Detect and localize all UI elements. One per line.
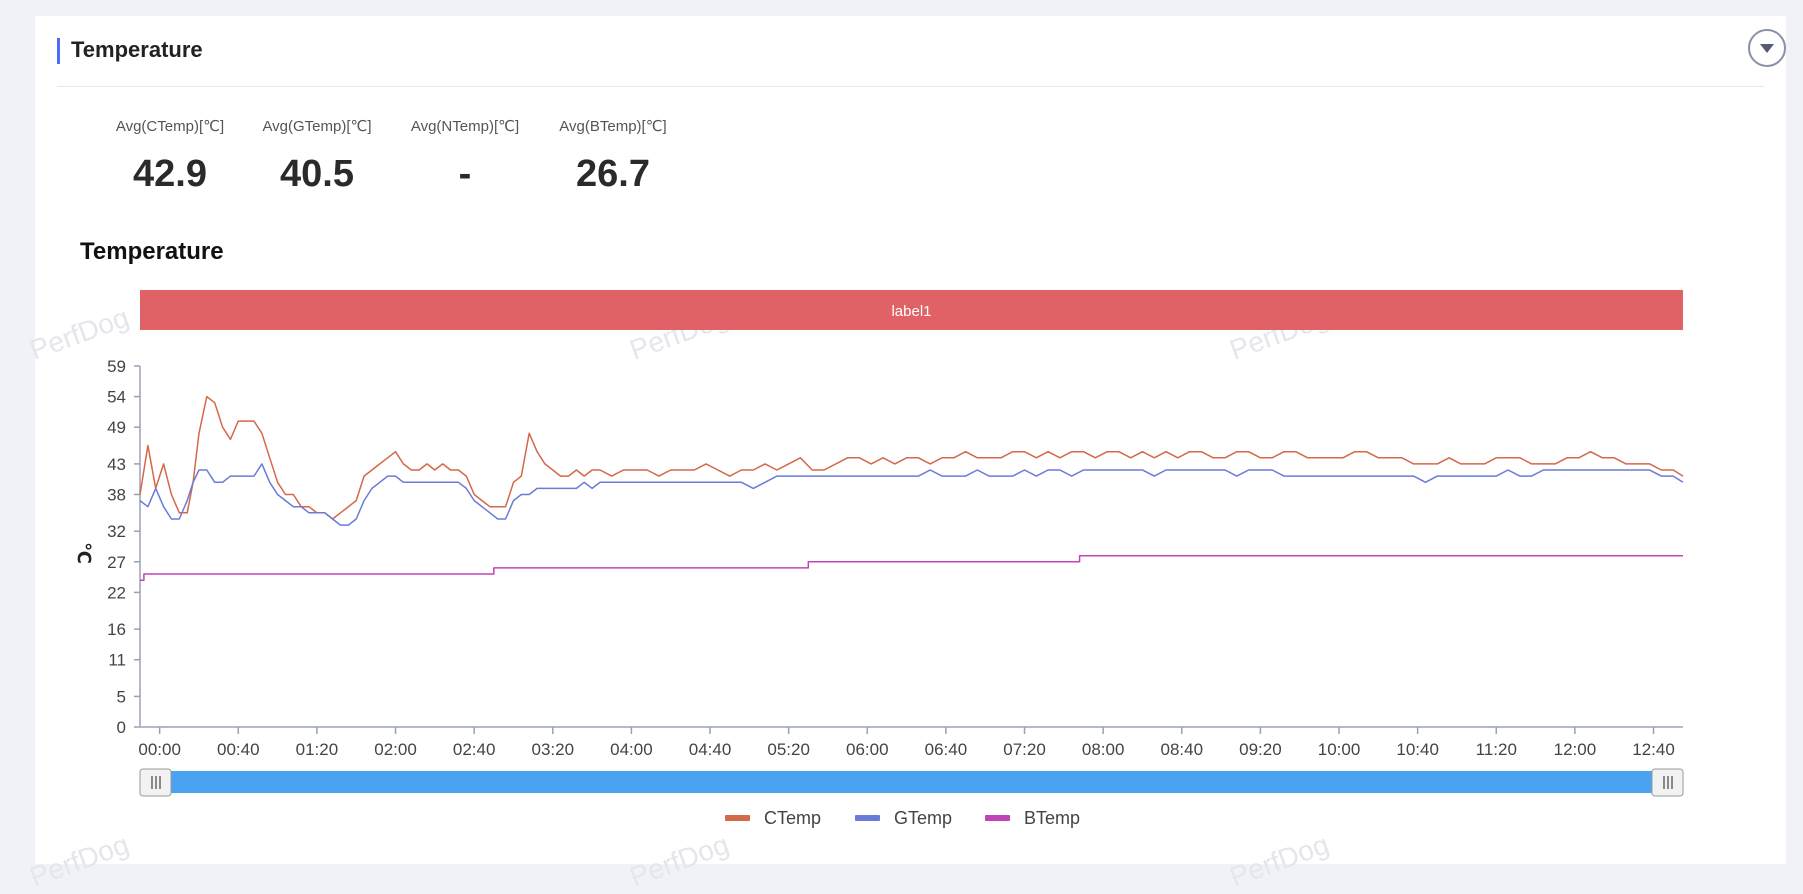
x-tick-label: 01:20 bbox=[296, 740, 339, 759]
x-tick-label: 12:40 bbox=[1632, 740, 1675, 759]
stat-label: Avg(BTemp)[℃] bbox=[559, 118, 667, 135]
collapse-toggle-button[interactable] bbox=[1748, 29, 1786, 67]
y-tick-label: 27 bbox=[107, 553, 126, 572]
panel-header: Temperature bbox=[57, 16, 1786, 87]
event-label-text: label1 bbox=[891, 303, 931, 320]
y-tick-label: 16 bbox=[107, 620, 126, 639]
y-tick-label: 5 bbox=[117, 687, 126, 706]
x-tick-label: 02:00 bbox=[374, 740, 417, 759]
stat-btemp: Avg(BTemp)[℃] 26.7 bbox=[538, 117, 688, 196]
x-tick-label: 09:20 bbox=[1239, 740, 1282, 759]
y-tick-label: 11 bbox=[108, 651, 126, 670]
legend-label-btemp: BTemp bbox=[1024, 808, 1080, 828]
stat-value: 40.5 bbox=[280, 153, 354, 195]
panel-title: Temperature bbox=[71, 37, 203, 62]
stat-value: 42.9 bbox=[133, 153, 207, 195]
x-tick-label: 06:40 bbox=[925, 740, 968, 759]
y-tick-label: 43 bbox=[107, 455, 126, 474]
x-tick-label: 02:40 bbox=[453, 740, 496, 759]
x-tick-label: 10:40 bbox=[1396, 740, 1439, 759]
stat-label: Avg(GTemp)[℃] bbox=[262, 118, 372, 135]
x-tick-label: 12:00 bbox=[1554, 740, 1597, 759]
x-tick-label: 04:00 bbox=[610, 740, 653, 759]
chart-title: Temperature bbox=[80, 238, 224, 265]
y-tick-label: 32 bbox=[107, 522, 126, 541]
x-tick-label: 00:40 bbox=[217, 740, 260, 759]
stat-label: Avg(NTemp)[℃] bbox=[410, 118, 520, 135]
stat-ntemp: Avg(NTemp)[℃] - bbox=[390, 117, 540, 196]
legend-label-ctemp: CTemp bbox=[764, 808, 821, 828]
legend-swatch-gtemp[interactable] bbox=[855, 815, 880, 821]
y-tick-label: 38 bbox=[107, 485, 126, 504]
x-tick-label: 05:20 bbox=[767, 740, 810, 759]
x-tick-label: 03:20 bbox=[532, 740, 575, 759]
zoom-slider-track[interactable] bbox=[148, 771, 1675, 793]
series-line-gtemp bbox=[139, 463, 1684, 526]
x-tick-label: 06:00 bbox=[846, 740, 889, 759]
stat-ctemp: Avg(CTemp)[℃] 42.9 bbox=[95, 117, 245, 196]
x-tick-label: 00:00 bbox=[138, 740, 181, 759]
legend-swatch-btemp[interactable] bbox=[985, 815, 1010, 821]
y-tick-label: 0 bbox=[117, 718, 126, 737]
x-tick-label: 08:40 bbox=[1160, 740, 1203, 759]
stat-label: Avg(CTemp)[℃] bbox=[115, 118, 225, 135]
stat-value: - bbox=[458, 153, 472, 195]
x-tick-label: 10:00 bbox=[1318, 740, 1361, 759]
stat-gtemp: Avg(GTemp)[℃] 40.5 bbox=[242, 117, 392, 196]
temperature-panel: Temperature Avg(CTemp)[℃] 42.9 Avg(GTemp… bbox=[35, 16, 1786, 864]
y-tick-label: 49 bbox=[107, 418, 126, 437]
y-tick-label: 54 bbox=[107, 388, 126, 407]
y-tick-label: 22 bbox=[107, 583, 126, 602]
series-line-btemp bbox=[140, 554, 1683, 581]
x-tick-label: 07:20 bbox=[1003, 740, 1046, 759]
legend-swatch-ctemp[interactable] bbox=[725, 815, 750, 821]
series-line-ctemp bbox=[139, 395, 1684, 520]
title-accent-bar bbox=[57, 38, 60, 64]
caret-down-icon bbox=[1760, 44, 1774, 53]
temperature-chart: label1 0 5 11 16 22 27 32 38 43 49 54 59 ℃ 00:00 00:40 0… bbox=[74, 290, 1684, 828]
legend-label-gtemp: GTemp bbox=[894, 808, 952, 828]
x-tick-label: 04:40 bbox=[689, 740, 732, 759]
x-tick-label: 08:00 bbox=[1082, 740, 1125, 759]
stat-value: 26.7 bbox=[576, 153, 650, 195]
event-label-band bbox=[140, 290, 1683, 330]
y-tick-label: 59 bbox=[107, 357, 126, 376]
y-axis-label: ℃ bbox=[74, 542, 94, 564]
x-tick-label: 11:20 bbox=[1476, 740, 1517, 759]
